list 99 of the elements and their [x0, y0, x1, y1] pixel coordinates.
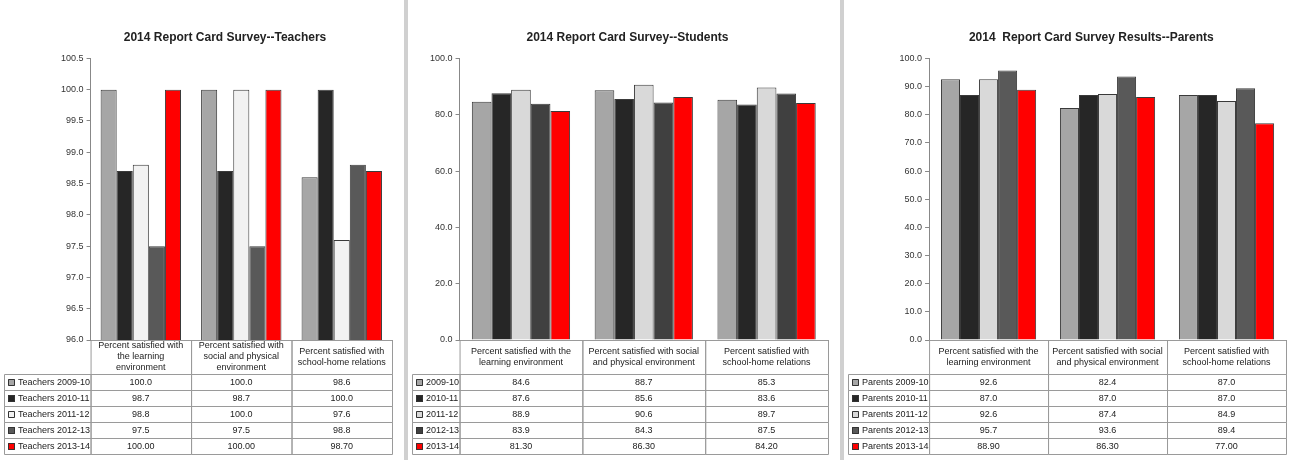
y-tick-label: 100.5	[61, 52, 84, 63]
y-tick-label: 0.0	[440, 334, 453, 345]
x-tick-label: Percent satisfied with social and physical environment	[588, 345, 700, 367]
data-label: 84.9	[1217, 408, 1236, 419]
data-label: 83.6	[757, 392, 776, 403]
data-label: 87.0	[979, 392, 998, 403]
legend-label: Parents 2010-11	[862, 392, 928, 403]
legend-label: 2011-12	[426, 408, 459, 419]
data-label: 87.5	[757, 424, 776, 435]
data-label: 86.30	[1096, 440, 1119, 451]
data-label: 87.0	[1217, 392, 1236, 403]
y-tick-label: 40.0	[904, 221, 923, 232]
x-tick-label: Percent satisfied with the learning environment	[470, 345, 571, 367]
data-label: 87.6	[512, 392, 530, 403]
data-label: 89.4	[1217, 424, 1236, 435]
data-label: 98.7	[132, 392, 150, 403]
data-label: 85.3	[757, 376, 776, 387]
legend-label: Teachers 2011-12	[18, 408, 90, 419]
data-label: 98.8	[132, 408, 150, 419]
data-label: 97.5	[232, 424, 251, 435]
x-tick-label: Percent satisfied with school-home relations	[722, 345, 812, 367]
y-tick-label: 99.0	[66, 146, 84, 157]
legend-label: Parents 2013-14	[862, 440, 929, 451]
data-label: 88.7	[635, 376, 653, 387]
legend-label: 2013-14	[426, 440, 460, 451]
data-label: 92.6	[979, 408, 998, 419]
data-label: 88.9	[512, 408, 530, 419]
x-tick-label: Percent satisfied with the learning environment	[98, 340, 184, 373]
y-tick-label: 70.0	[904, 137, 923, 148]
y-tick-label: 100.0	[61, 84, 84, 95]
data-label: 100.00	[227, 440, 256, 451]
y-tick-label: 98.5	[66, 178, 84, 189]
chart-title: 2014 Report Card Survey--Teachers	[123, 29, 327, 44]
data-label: 100.0	[230, 376, 253, 387]
x-tick-label: Percent satisfied with school-home relations	[297, 345, 387, 367]
data-label: 98.7	[232, 392, 251, 403]
y-tick-label: 97.5	[66, 240, 84, 251]
y-tick-label: 100.0	[430, 52, 453, 63]
y-tick-label: 80.0	[904, 109, 923, 120]
legend-label: 2009-10	[426, 376, 460, 387]
legend-label: Teachers 2010-11	[18, 392, 90, 403]
y-tick-label: 100.0	[899, 52, 923, 63]
data-label: 100.0	[129, 376, 153, 387]
legend-label: Teachers 2013-14	[18, 440, 91, 451]
data-label: 77.00	[1215, 440, 1238, 451]
y-tick-label: 80.0	[435, 109, 453, 120]
y-tick-label: 20.0	[435, 278, 453, 289]
chart-title: 2014 Report Card Survey--Students	[526, 29, 729, 44]
y-tick-label: 60.0	[904, 165, 923, 176]
data-label: 87.0	[1098, 392, 1117, 403]
data-label: 83.9	[512, 424, 530, 435]
y-tick-label: 60.0	[435, 165, 453, 176]
data-label: 98.6	[333, 376, 351, 387]
data-label: 84.6	[512, 376, 530, 387]
data-label: 84.20	[755, 440, 778, 451]
data-label: 85.6	[635, 392, 653, 403]
legend-label: 2012-13	[426, 424, 460, 435]
y-tick-label: 50.0	[904, 193, 923, 204]
legend-label: Parents 2011-12	[862, 408, 928, 419]
data-label: 87.0	[1217, 376, 1236, 387]
data-label: 84.3	[635, 424, 653, 435]
y-tick-label: 20.0	[904, 278, 923, 289]
y-tick-label: 98.0	[66, 209, 84, 220]
data-label: 87.4	[1098, 408, 1117, 419]
x-tick-label: Percent satisfied with social and physical environment	[1052, 345, 1163, 367]
data-label: 92.6	[979, 376, 998, 387]
y-tick-label: 99.5	[66, 115, 84, 126]
legend-label: Teachers 2012-13	[18, 424, 91, 435]
y-tick-label: 97.0	[66, 271, 84, 282]
data-label: 95.7	[979, 424, 998, 435]
chart-title: 2014 Report Card Survey Results--Parents	[968, 29, 1214, 44]
data-label: 98.70	[330, 440, 354, 451]
x-tick-label: Percent satisfied with school-home relations	[1182, 345, 1272, 367]
legend-label: Parents 2012-13	[862, 424, 929, 435]
data-label: 81.30	[509, 440, 533, 451]
data-label: 90.6	[635, 408, 653, 419]
data-label: 97.5	[132, 424, 150, 435]
y-tick-label: 90.0	[904, 81, 923, 92]
data-label: 88.90	[977, 440, 1000, 451]
legend-label: Teachers 2009-10	[18, 376, 91, 387]
data-label: 86.30	[632, 440, 656, 451]
data-label: 100.00	[127, 440, 155, 451]
legend-label: 2010-11	[426, 392, 459, 403]
data-label: 97.6	[333, 408, 351, 419]
x-tick-label: Percent satisfied with social and physical environment	[198, 340, 284, 373]
data-label: 82.4	[1098, 376, 1117, 387]
y-tick-label: 10.0	[904, 306, 923, 317]
data-label: 100.0	[330, 392, 354, 403]
y-tick-label: 0.0	[909, 334, 923, 345]
y-tick-label: 96.5	[66, 303, 84, 314]
y-tick-label: 30.0	[904, 250, 923, 260]
data-label: 100.0	[230, 408, 253, 419]
legend-label: Parents 2009-10	[862, 376, 929, 387]
y-tick-label: 96.0	[66, 334, 84, 345]
data-label: 98.8	[333, 424, 351, 435]
data-label: 89.7	[757, 408, 776, 419]
data-label: 93.6	[1098, 424, 1117, 435]
y-tick-label: 40.0	[435, 221, 453, 232]
x-tick-label: Percent satisfied with the learning environment	[938, 345, 1039, 367]
